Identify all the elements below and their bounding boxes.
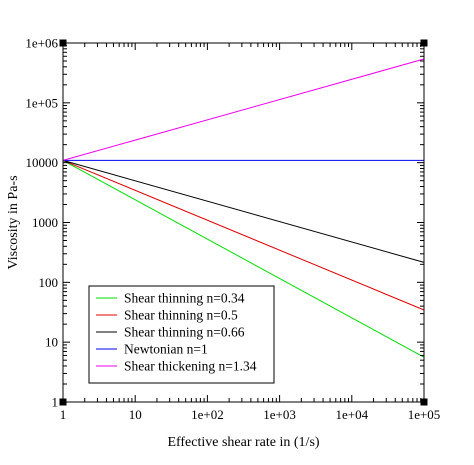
x-tick-label: 1 [60, 407, 67, 422]
series-line-1 [62, 159, 425, 311]
x-axis-label: Effective shear rate in (1/s) [167, 435, 319, 450]
y-tick-label: 1e+05 [25, 95, 58, 110]
x-tick-label: 1e+05 [408, 407, 441, 422]
ticks-layer: 1 10 1e+02 1e+03 1e+04 1e+05 1 10 100 1000 10000 1e… [25, 36, 440, 423]
y-tick-label: 1000 [32, 215, 58, 230]
series-layer [62, 58, 425, 358]
legend-box [88, 285, 275, 384]
corner-marker [59, 39, 67, 47]
x-tick-label: 1e+03 [263, 407, 296, 422]
x-tick-label: 10 [129, 407, 142, 422]
corner-markers [59, 39, 428, 406]
legend-label-4: Shear thickening n=1.34 [124, 359, 257, 374]
corner-marker [420, 39, 428, 47]
legend-label-0: Shear thinning n=0.34 [124, 291, 245, 306]
legend: Shear thinning n=0.34 Shear thinning n=0.… [88, 285, 275, 384]
y-tick-label: 1e+06 [25, 36, 58, 51]
y-tick-label: 10000 [26, 155, 59, 170]
corner-marker [420, 398, 428, 406]
series-line-2 [62, 159, 425, 263]
x-tick-label: 1e+04 [335, 407, 368, 422]
y-tick-label: 1 [52, 395, 59, 410]
legend-label-3: Newtonian n=1 [124, 342, 208, 357]
series-line-4 [62, 58, 425, 161]
legend-label-2: Shear thinning n=0.66 [124, 325, 245, 340]
series-line-0 [62, 159, 425, 358]
x-tick-label: 1e+02 [191, 407, 224, 422]
corner-marker [59, 398, 67, 406]
y-axis-label: Viscosity in Pa-s [6, 175, 21, 269]
y-tick-label: 10 [45, 335, 58, 350]
y-tick-label: 100 [39, 275, 59, 290]
legend-label-1: Shear thinning n=0.5 [124, 308, 238, 323]
